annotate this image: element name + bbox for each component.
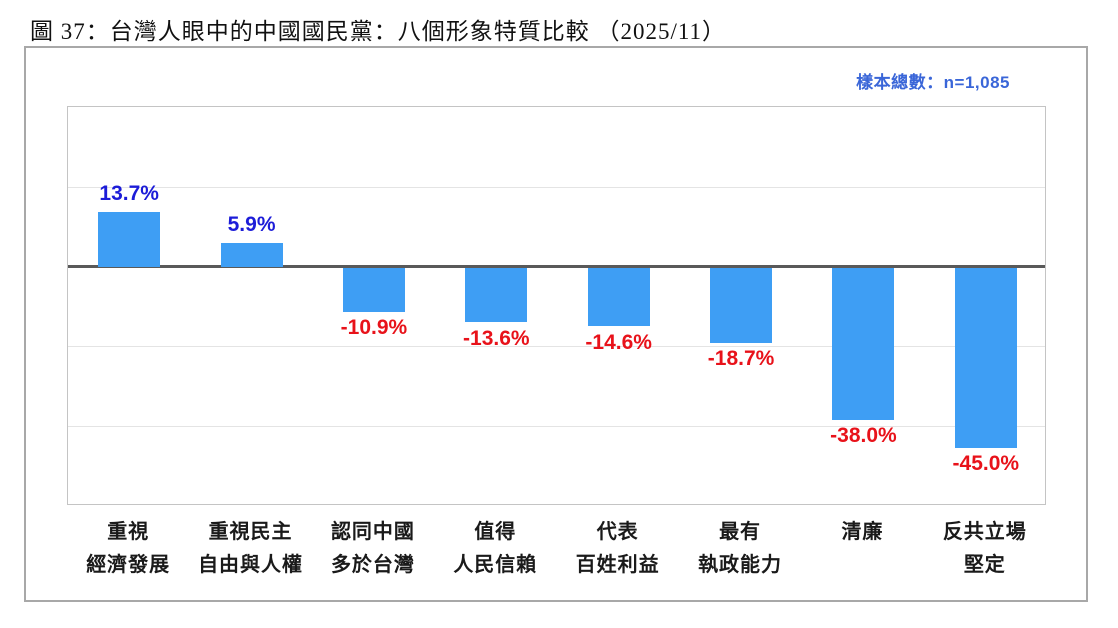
- category-label-line: 重視: [107, 521, 150, 543]
- value-label-7: -38.0%: [830, 424, 897, 448]
- category-label-line: 代表: [596, 521, 639, 543]
- gridline: [68, 186, 1045, 188]
- category-label-line: 認同中國: [330, 521, 415, 543]
- value-label-1: 13.7%: [99, 181, 159, 205]
- value-label-8: -45.0%: [952, 452, 1020, 476]
- category-label-6: 最有 執政能力: [679, 516, 801, 582]
- category-label-line: 重視民主: [208, 521, 293, 543]
- gridline: [68, 426, 1045, 428]
- category-label-1: 重視 經濟發展: [67, 516, 189, 582]
- figure-title: 圖 37：台灣人眼中的中國國民黨：八個形象特質比較 （2025/11）: [30, 19, 727, 44]
- category-label-line: 最有: [719, 521, 762, 543]
- sample-size-note: 樣本總數：n=1,085: [856, 73, 1010, 92]
- category-label-7: 清廉: [801, 516, 923, 549]
- bar-2: [220, 243, 283, 267]
- category-label-3: 認同中國 多於台灣: [312, 516, 434, 582]
- value-label-5: -14.6%: [585, 330, 652, 354]
- value-label-6: -18.7%: [707, 347, 775, 371]
- bar-4: [465, 268, 528, 323]
- plot-area: 13.7% 5.9% -10.9% -13.6% -14.6% -18.7% -38.0% -…: [67, 106, 1046, 505]
- category-label-5: 代表 百姓利益: [557, 516, 679, 582]
- bar-5: [587, 268, 650, 327]
- value-label-2: 5.9%: [227, 213, 276, 237]
- bar-6: [710, 268, 773, 343]
- category-label-line: 堅定: [963, 554, 1006, 576]
- zero-axis-line: [68, 265, 1045, 269]
- chart-panel: 樣本總數：n=1,085 13.7% 5.9% -10.9% -13.6% -14.6%…: [24, 46, 1088, 602]
- category-label-line: 自由與人權: [198, 554, 304, 576]
- category-label-line: 值得: [474, 521, 517, 543]
- category-label-2: 重視民主 自由與人權: [189, 516, 311, 582]
- category-label-line: 執政能力: [698, 554, 783, 576]
- category-label-line: 人民信賴: [453, 554, 538, 576]
- bar-7: [832, 268, 895, 420]
- bar-8: [954, 268, 1017, 448]
- category-label-line: 反共立場: [942, 521, 1027, 543]
- value-label-3: -10.9%: [340, 316, 408, 340]
- category-label-line: 經濟發展: [86, 554, 171, 576]
- category-axis: 重視 經濟發展 重視民主 自由與人權 認同中國 多於台灣 值得 人民信賴 代表 百姓利益 最有 執政能…: [67, 516, 1046, 596]
- category-label-line: 百姓利益: [575, 554, 660, 576]
- gridline: [68, 346, 1045, 348]
- category-label-line: 清廉: [841, 521, 884, 543]
- value-label-4: -13.6%: [463, 326, 530, 350]
- category-label-4: 值得 人民信賴: [434, 516, 556, 582]
- category-label-line: 多於台灣: [330, 554, 415, 576]
- category-label-8: 反共立場 堅定: [924, 516, 1046, 582]
- bar-1: [98, 211, 161, 267]
- bar-3: [342, 268, 405, 312]
